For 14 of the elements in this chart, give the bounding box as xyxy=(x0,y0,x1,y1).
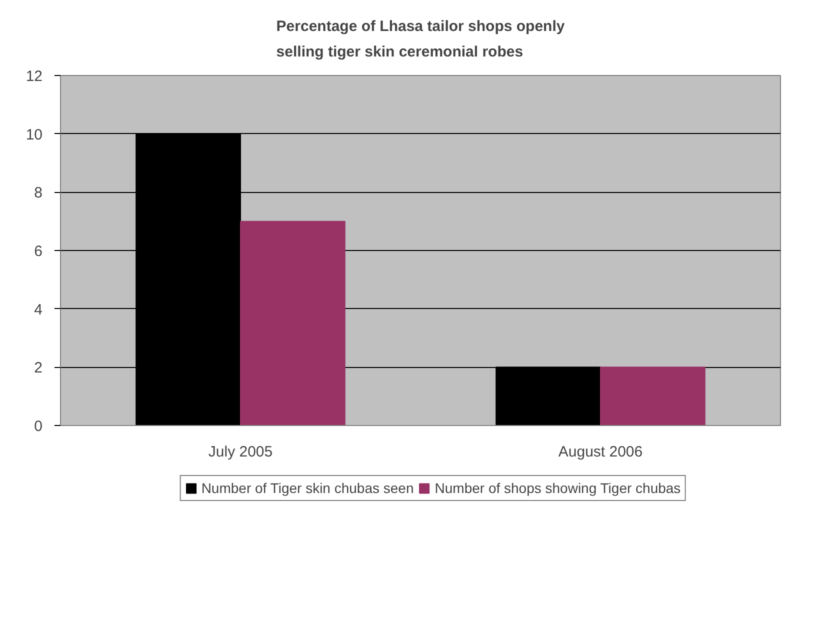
x-tick-label: August 2006 xyxy=(558,444,643,460)
x-tick-label: July 2005 xyxy=(208,444,273,460)
y-tick-label: 2 xyxy=(34,360,42,377)
y-tick-label: 0 xyxy=(34,418,42,435)
legend-label: Number of shops showing Tiger chubas xyxy=(434,480,681,496)
chart-title: Percentage of Lhasa tailor shops openly selling tiger skin ceremonial robes xyxy=(276,18,566,60)
y-tick-label: 10 xyxy=(26,126,43,144)
bar xyxy=(600,366,706,426)
y-tick-label: 12 xyxy=(26,68,43,85)
y-tick-label: 8 xyxy=(34,184,42,202)
y-tick-label: 6 xyxy=(34,243,42,260)
y-tick-label: 4 xyxy=(34,301,42,318)
bar xyxy=(240,220,346,426)
legend-label: Number of Tiger skin chubas seen xyxy=(201,480,414,496)
